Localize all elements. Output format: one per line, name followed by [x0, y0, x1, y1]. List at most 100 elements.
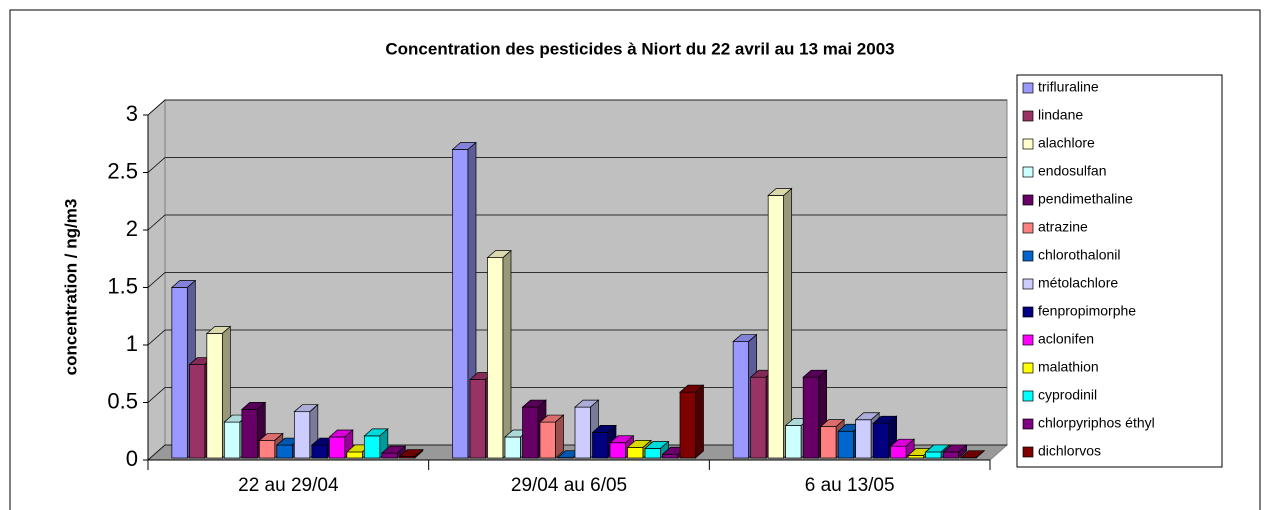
legend: [1016, 74, 1223, 468]
bar-front: [609, 442, 626, 459]
y-tick-label: 3: [126, 101, 138, 126]
legend-label: alachlore: [1038, 135, 1095, 151]
bar-front: [188, 364, 206, 459]
bar-front: [855, 419, 872, 459]
legend-label: chlorpyriphos éthyl: [1038, 415, 1155, 431]
bar: [398, 448, 424, 459]
bar-front: [381, 452, 398, 459]
bar-front: [592, 432, 609, 459]
bar-front: [452, 149, 469, 459]
legend-swatch: [1022, 110, 1034, 122]
bar: [942, 444, 968, 459]
legend-label: atrazine: [1038, 219, 1088, 235]
x-tick-label: 22 au 29/04: [238, 475, 339, 496]
bar-side: [783, 187, 793, 459]
chart-title: Concentration des pesticides à Niort du …: [385, 39, 894, 58]
bar-front: [785, 425, 802, 459]
grid-line: [147, 387, 1007, 403]
bar-front: [223, 421, 241, 459]
bar-side: [502, 249, 512, 459]
grid-line: [147, 99, 1007, 116]
bar-front: [206, 333, 223, 459]
bar-front: [328, 436, 346, 459]
bar-front: [574, 406, 591, 459]
bar-front: [890, 445, 907, 459]
y-tick-label: 1.5: [107, 273, 138, 298]
legend-swatch: [1022, 166, 1034, 178]
bar-front: [802, 376, 820, 459]
bar-front: [820, 426, 837, 459]
legend-swatch: [1022, 306, 1034, 318]
legend-label: lindane: [1038, 107, 1083, 123]
legend-swatch: [1022, 250, 1034, 262]
x-tick-label: 6 au 13/05: [805, 475, 895, 496]
bar-side: [555, 414, 564, 459]
bar-front: [539, 421, 556, 459]
legend-swatch: [1022, 334, 1034, 346]
bar: [767, 187, 793, 459]
grid-line: [147, 329, 1007, 346]
bar-front: [907, 455, 925, 459]
legend-label: dichlorvos: [1038, 443, 1101, 459]
bar-side: [414, 448, 424, 459]
bar-front: [346, 451, 363, 459]
bar: [679, 384, 705, 459]
x-tick-label: 29/04 au 6/05: [511, 475, 627, 496]
bar-front: [644, 448, 661, 459]
y-axis-label: concentration / ng/m3: [61, 199, 80, 376]
grid-line: [147, 214, 1007, 231]
bar-front: [241, 409, 258, 459]
bar-front: [311, 444, 328, 459]
legend-swatch: [1022, 418, 1034, 430]
legend-label: trifluraline: [1038, 79, 1099, 95]
bar-side: [958, 444, 968, 459]
bar-front: [662, 453, 679, 459]
legend-label: fenpropimorphe: [1038, 303, 1136, 319]
bar-side: [975, 449, 985, 459]
bar-front: [276, 444, 293, 459]
bar-front: [767, 195, 785, 459]
bar-front: [487, 257, 504, 459]
bar: [539, 414, 565, 459]
y-tick-label: 2: [126, 216, 138, 241]
legend-swatch: [1022, 278, 1034, 290]
bar-front: [293, 411, 311, 459]
bar: [380, 445, 407, 459]
bar: [959, 449, 986, 459]
bar-front: [258, 440, 276, 459]
legend-label: malathion: [1038, 359, 1099, 375]
bar: [889, 438, 916, 459]
bar-front: [679, 391, 696, 459]
bar-front: [732, 341, 750, 459]
legend-label: métolachlore: [1038, 275, 1118, 291]
bar-front: [925, 451, 942, 459]
legend-swatch: [1022, 82, 1034, 94]
legend-label: aclonifen: [1038, 331, 1094, 347]
bar-front: [942, 451, 960, 459]
y-tick-label: 0.5: [107, 388, 138, 413]
bar-side: [695, 384, 704, 459]
legend-label: cyprodinil: [1038, 387, 1097, 403]
bar: [486, 249, 512, 459]
legend-swatch: [1022, 138, 1034, 150]
bar-front: [522, 406, 539, 459]
y-tick-label: 2.5: [107, 158, 138, 183]
bar-front: [504, 436, 521, 459]
bars: [170, 141, 986, 459]
legend-label: chlorothalonil: [1038, 247, 1121, 263]
bar-front: [750, 376, 767, 459]
grid-line: [147, 272, 1007, 288]
bar-front: [171, 287, 188, 459]
legend-label: pendimethaline: [1038, 191, 1133, 207]
y-tick-label: 0: [126, 446, 138, 471]
bar-front: [363, 435, 381, 459]
legend-swatch: [1022, 222, 1034, 234]
y-tick-label: 1: [126, 331, 138, 356]
bar-front: [627, 447, 644, 459]
grid-line: [147, 444, 1007, 461]
bar-front: [837, 430, 855, 459]
legend-label: endosulfan: [1038, 163, 1107, 179]
legend-swatch: [1022, 446, 1034, 458]
grid-line: [147, 157, 1007, 173]
